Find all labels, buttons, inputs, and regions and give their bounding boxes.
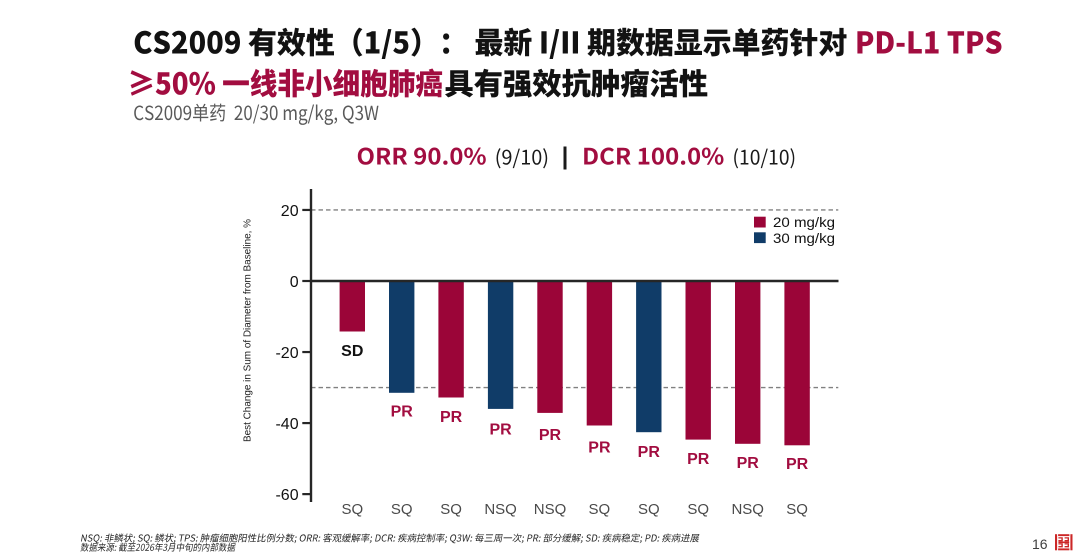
svg-text:PR: PR xyxy=(489,421,512,438)
svg-text:SQ: SQ xyxy=(391,501,413,518)
svg-text:PR: PR xyxy=(638,444,661,461)
svg-text:PR: PR xyxy=(539,427,562,444)
svg-text:-60: -60 xyxy=(275,487,298,504)
svg-text:SQ: SQ xyxy=(341,501,363,518)
svg-text:SQ: SQ xyxy=(440,501,462,518)
svg-text:NSQ: NSQ xyxy=(534,501,567,518)
svg-text:PR: PR xyxy=(391,404,414,421)
svg-text:-20: -20 xyxy=(275,345,298,362)
svg-text:16: 16 xyxy=(1032,536,1048,552)
svg-text:20 mg/kg: 20 mg/kg xyxy=(773,214,835,230)
svg-text:SQ: SQ xyxy=(589,501,611,518)
svg-text:SQ: SQ xyxy=(687,501,709,518)
svg-text:Best Change in Sum of Diameter: Best Change in Sum of Diameter from Base… xyxy=(242,219,254,442)
svg-text:0: 0 xyxy=(290,274,299,291)
svg-text:SQ: SQ xyxy=(638,501,660,518)
svg-text:PR: PR xyxy=(588,439,611,456)
svg-text:SQ: SQ xyxy=(786,501,808,518)
svg-text:NSQ: NSQ xyxy=(731,501,764,518)
svg-text:SD: SD xyxy=(341,343,363,360)
svg-text:20: 20 xyxy=(281,203,299,220)
svg-text:PR: PR xyxy=(687,451,710,468)
svg-text:30 mg/kg: 30 mg/kg xyxy=(773,230,835,246)
svg-text:PR: PR xyxy=(737,455,760,472)
svg-text:NSQ: NSQ xyxy=(484,501,517,518)
svg-text:-40: -40 xyxy=(275,416,298,433)
svg-text:PR: PR xyxy=(440,409,463,426)
svg-text:PR: PR xyxy=(786,456,809,473)
